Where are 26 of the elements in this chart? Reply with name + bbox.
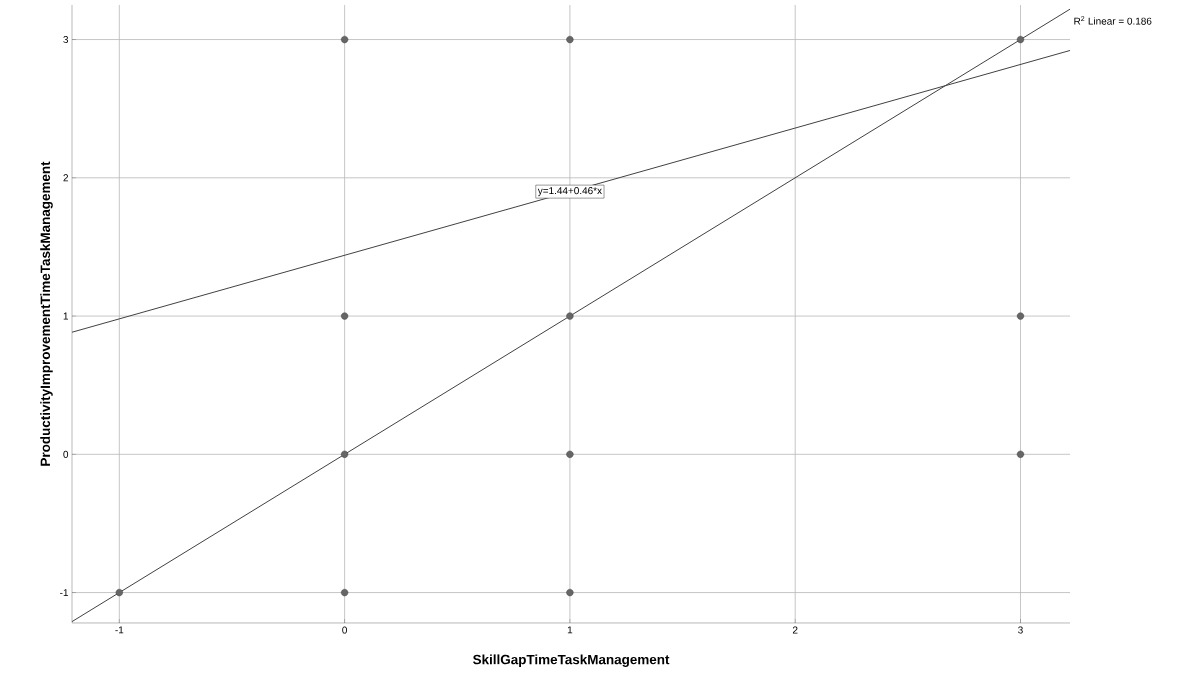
y-axis-title: ProductivityImprovementTimeTaskManagement: [40, 161, 53, 466]
point: [566, 312, 574, 320]
y-tick-label: 2: [63, 174, 68, 182]
x-tick-label: 0: [342, 626, 347, 634]
x-tick-label: -1: [115, 626, 124, 634]
point: [341, 35, 349, 44]
y-tick-label: 0: [63, 450, 69, 458]
text: R$^{2}$ Linear = 0.186: [1074, 16, 1152, 25]
x-tick-label: 3: [1018, 626, 1023, 634]
x-tick-label: 2: [792, 626, 798, 634]
y-tick-label: 3: [63, 36, 69, 44]
point: [1016, 450, 1025, 458]
y-tick-label: 1: [63, 312, 69, 320]
x-tick-label: 1: [567, 626, 573, 634]
point: [341, 588, 349, 597]
point: [566, 35, 574, 44]
x-axis-title: SkillGapTimeTaskManagement: [473, 654, 670, 667]
annotation: y=1.44+0.46*x: [537, 187, 602, 197]
point: [341, 450, 349, 458]
y-tick-label: -1: [60, 589, 69, 596]
point: [566, 588, 574, 597]
point: [1016, 312, 1025, 320]
point: [115, 588, 123, 597]
point: [1016, 35, 1025, 44]
point: [566, 450, 574, 458]
point: [341, 312, 349, 320]
